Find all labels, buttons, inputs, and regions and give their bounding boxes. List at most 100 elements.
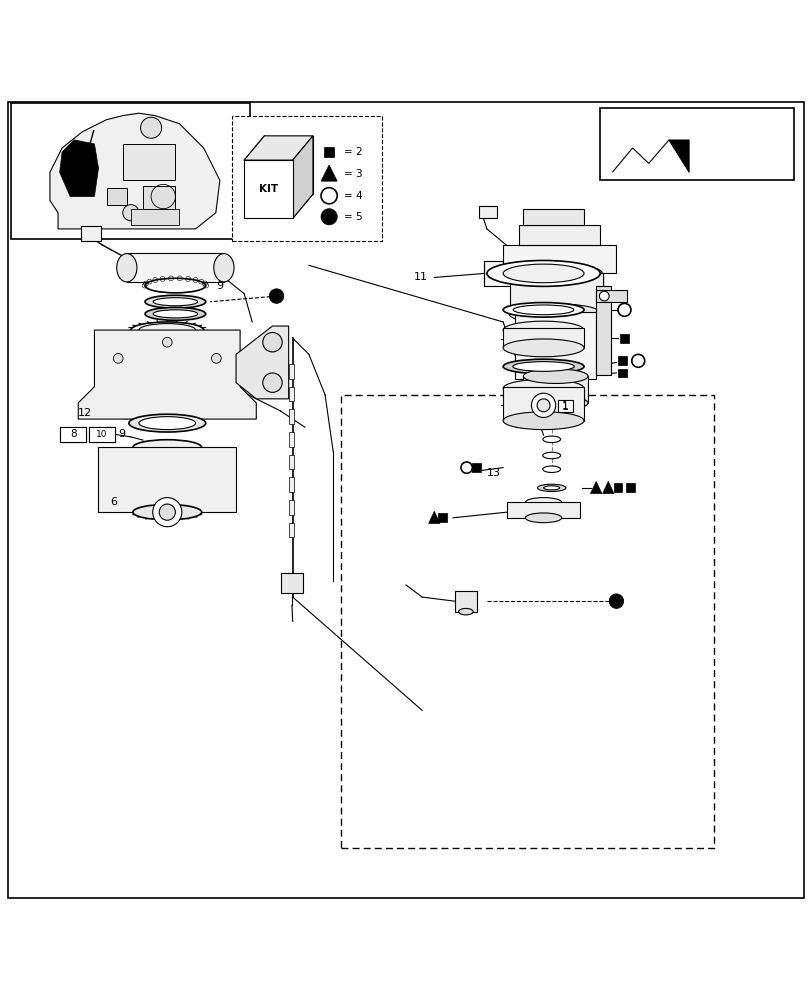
Circle shape bbox=[263, 332, 282, 352]
Bar bbox=[324, 147, 333, 157]
Ellipse shape bbox=[145, 295, 205, 308]
Polygon shape bbox=[602, 481, 613, 494]
Text: 1: 1 bbox=[560, 402, 568, 412]
Ellipse shape bbox=[525, 513, 561, 523]
Text: 10: 10 bbox=[96, 430, 107, 439]
Ellipse shape bbox=[155, 256, 187, 274]
Bar bbox=[503, 328, 583, 348]
Text: = 3: = 3 bbox=[343, 169, 362, 179]
Circle shape bbox=[320, 209, 337, 225]
Ellipse shape bbox=[542, 466, 560, 472]
Bar bbox=[288, 387, 293, 401]
Bar bbox=[519, 225, 599, 245]
Polygon shape bbox=[59, 140, 98, 197]
Ellipse shape bbox=[503, 321, 583, 339]
Bar bbox=[613, 483, 622, 492]
Bar bbox=[288, 500, 293, 515]
Text: 10: 10 bbox=[96, 429, 108, 439]
Ellipse shape bbox=[542, 436, 560, 443]
Ellipse shape bbox=[131, 322, 204, 338]
Polygon shape bbox=[320, 165, 337, 181]
Ellipse shape bbox=[139, 417, 195, 430]
Text: 7: 7 bbox=[616, 370, 623, 380]
Ellipse shape bbox=[458, 608, 473, 615]
Circle shape bbox=[536, 399, 549, 412]
Ellipse shape bbox=[525, 498, 561, 507]
Circle shape bbox=[122, 205, 139, 221]
Text: 8: 8 bbox=[70, 429, 76, 439]
Ellipse shape bbox=[133, 440, 201, 455]
Bar bbox=[617, 369, 626, 377]
Text: KIT: KIT bbox=[259, 184, 277, 194]
Bar bbox=[122, 144, 175, 180]
Text: 12: 12 bbox=[78, 408, 92, 418]
Bar bbox=[503, 387, 583, 421]
Ellipse shape bbox=[543, 486, 559, 490]
Ellipse shape bbox=[503, 359, 583, 374]
Bar bbox=[171, 256, 228, 274]
Circle shape bbox=[162, 337, 172, 347]
Circle shape bbox=[530, 393, 555, 417]
Text: 6: 6 bbox=[110, 497, 118, 507]
Ellipse shape bbox=[213, 254, 234, 282]
Bar bbox=[11, 103, 250, 239]
Circle shape bbox=[599, 291, 608, 301]
Ellipse shape bbox=[167, 256, 232, 274]
Text: = 5: = 5 bbox=[343, 212, 362, 222]
Bar bbox=[106, 188, 127, 205]
Bar bbox=[507, 502, 579, 518]
Text: = 2: = 2 bbox=[343, 147, 362, 157]
Ellipse shape bbox=[513, 362, 573, 371]
Text: = 4: = 4 bbox=[343, 191, 362, 201]
Bar bbox=[288, 409, 293, 424]
Polygon shape bbox=[50, 113, 220, 229]
Ellipse shape bbox=[133, 504, 201, 520]
Circle shape bbox=[617, 303, 630, 316]
Ellipse shape bbox=[508, 304, 602, 324]
Bar bbox=[143, 186, 175, 209]
Bar bbox=[60, 427, 86, 442]
Polygon shape bbox=[78, 330, 256, 419]
Text: 9: 9 bbox=[118, 429, 126, 439]
Bar bbox=[625, 483, 634, 492]
Bar bbox=[599, 108, 793, 180]
Bar bbox=[471, 463, 480, 472]
Bar bbox=[232, 116, 381, 241]
Bar bbox=[617, 356, 626, 365]
Polygon shape bbox=[668, 140, 689, 172]
Circle shape bbox=[140, 117, 161, 138]
Polygon shape bbox=[590, 481, 601, 494]
Circle shape bbox=[211, 354, 221, 363]
Bar bbox=[523, 209, 583, 225]
Ellipse shape bbox=[523, 396, 587, 410]
Ellipse shape bbox=[153, 298, 197, 306]
Polygon shape bbox=[244, 136, 312, 160]
Circle shape bbox=[152, 498, 182, 527]
Bar bbox=[503, 245, 616, 273]
Bar bbox=[131, 209, 179, 225]
Text: 8: 8 bbox=[70, 429, 76, 439]
Ellipse shape bbox=[503, 303, 583, 317]
Bar bbox=[595, 290, 626, 302]
Bar bbox=[127, 253, 224, 282]
Bar bbox=[288, 523, 293, 537]
Ellipse shape bbox=[129, 414, 205, 432]
Circle shape bbox=[159, 504, 175, 520]
Text: 13: 13 bbox=[487, 468, 500, 478]
Ellipse shape bbox=[513, 305, 573, 315]
Polygon shape bbox=[236, 326, 288, 399]
Ellipse shape bbox=[503, 264, 583, 283]
Ellipse shape bbox=[503, 339, 583, 357]
Circle shape bbox=[608, 594, 623, 608]
Ellipse shape bbox=[503, 412, 583, 430]
Ellipse shape bbox=[537, 484, 565, 492]
Ellipse shape bbox=[153, 310, 197, 318]
Circle shape bbox=[461, 462, 472, 473]
Bar bbox=[80, 226, 101, 241]
Text: 1: 1 bbox=[561, 401, 568, 411]
Bar bbox=[288, 364, 293, 379]
Bar bbox=[98, 447, 236, 512]
Bar bbox=[437, 513, 446, 522]
Bar bbox=[595, 286, 610, 375]
Circle shape bbox=[269, 289, 284, 303]
